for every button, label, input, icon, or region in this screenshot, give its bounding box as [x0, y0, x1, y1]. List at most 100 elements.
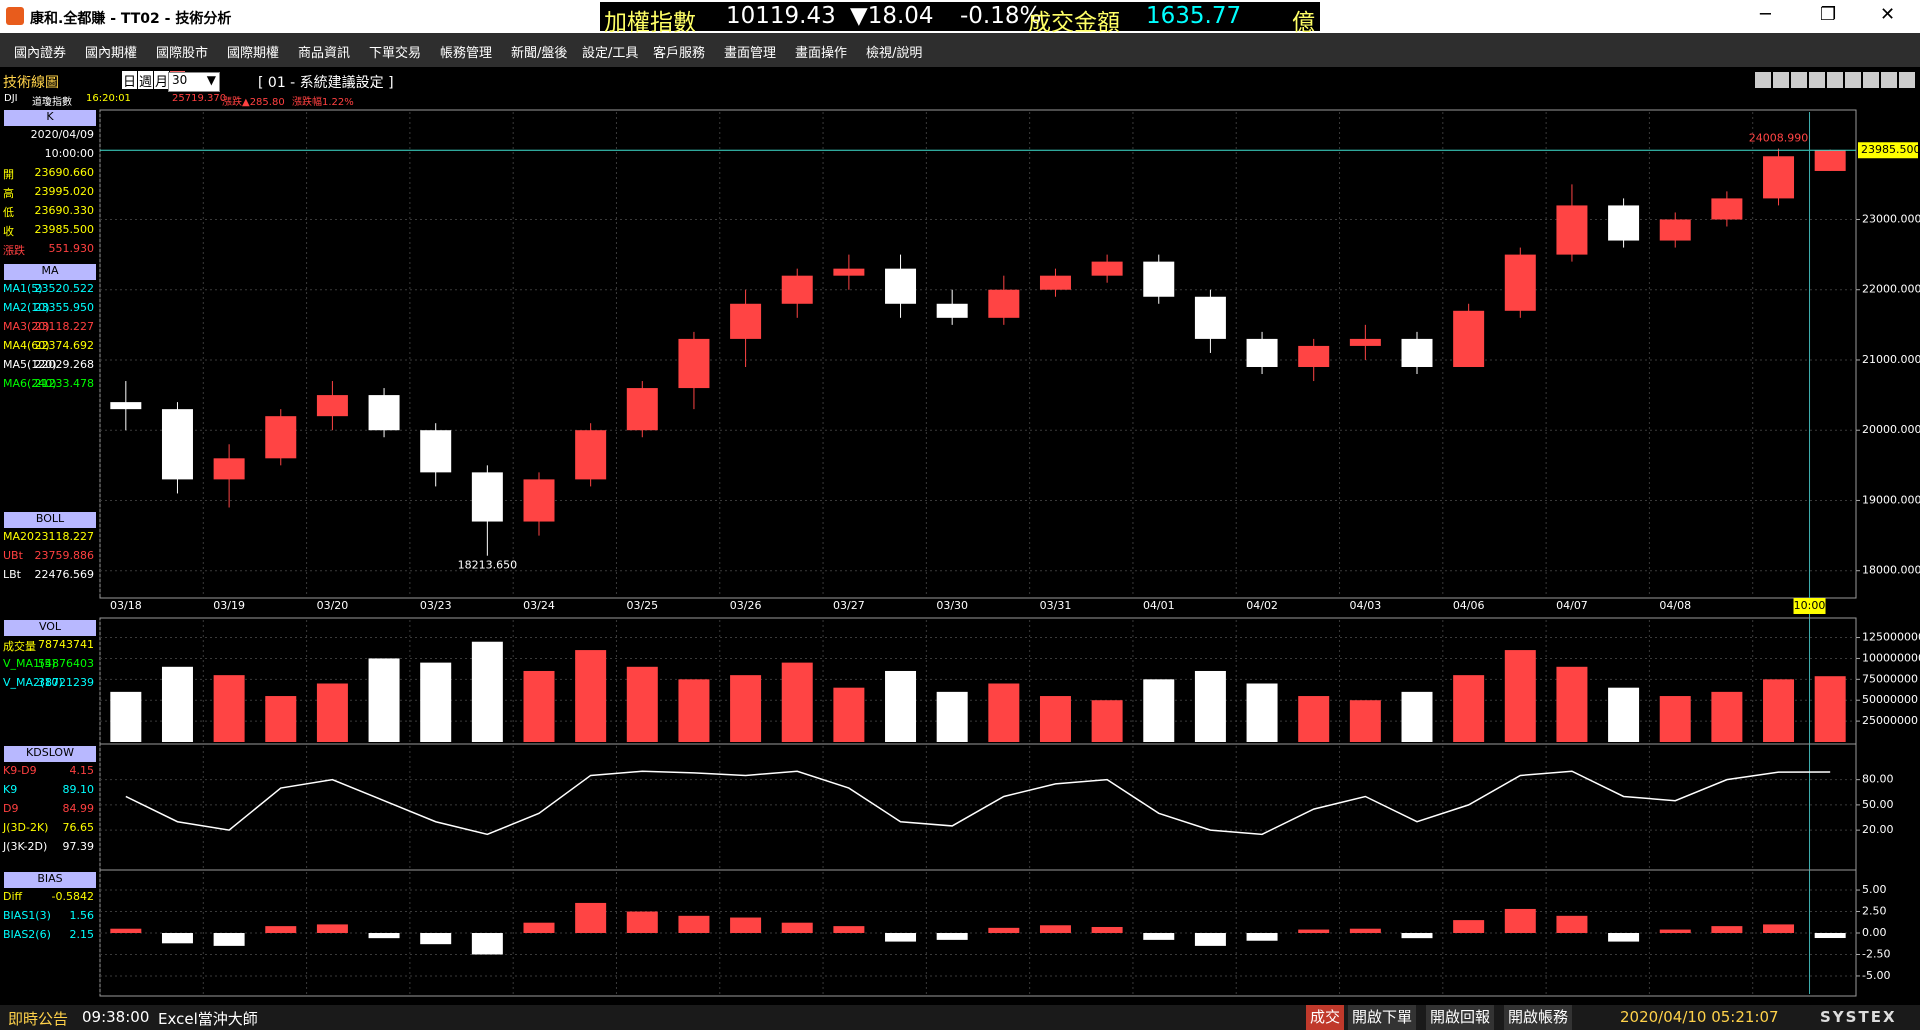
bar: [110, 928, 142, 933]
menu-item[interactable]: 畫面操作: [795, 46, 848, 61]
menu-item[interactable]: 商品資訊: [298, 46, 351, 61]
menu-item[interactable]: 檢視/說明: [866, 46, 923, 61]
candle-body: [1504, 254, 1536, 311]
info-label: MA4(60): [3, 339, 50, 352]
interval: 30: [172, 73, 188, 87]
bar: [1711, 926, 1743, 933]
x-tick-label: 04/03: [1350, 599, 1382, 612]
x-tick-label: 03/19: [213, 599, 245, 612]
menu-item[interactable]: 畫面管理: [724, 46, 777, 61]
info-value: 23520.522: [34, 282, 95, 295]
bar: [213, 933, 245, 946]
cursor-tag-label: 10:00: [1794, 599, 1826, 612]
info-label: BIAS1(3): [3, 909, 51, 922]
bar: [575, 650, 607, 742]
bar: [885, 670, 917, 742]
menu-item[interactable]: 帳務管理: [440, 46, 493, 61]
info-value: 84.99: [62, 802, 95, 815]
panel-name: 技術線圖: [3, 75, 59, 91]
symbol: DJI: [4, 93, 18, 104]
candle-body: [420, 430, 452, 473]
menu-item[interactable]: 國際期權: [227, 46, 280, 61]
menu-item[interactable]: 客戶服務: [653, 46, 706, 61]
bar: [316, 683, 348, 742]
notice-text[interactable]: Excel當沖大師: [158, 1010, 258, 1028]
bar: [1091, 700, 1123, 742]
y-tick-label: -5.00: [1862, 969, 1890, 982]
candle-body: [368, 395, 400, 431]
status-button[interactable]: 成交: [1306, 1005, 1345, 1030]
candle-body: [1401, 338, 1433, 367]
info-value: 78743741: [38, 638, 94, 651]
candle-body: [161, 409, 193, 480]
bar: [471, 933, 503, 955]
candle-body: [781, 275, 813, 304]
minimize[interactable]: ─: [1760, 4, 1771, 25]
y-tick-label: 125000000: [1862, 631, 1920, 644]
candle-body: [1194, 296, 1226, 339]
turnover-value: 1635.77: [1146, 3, 1242, 29]
y-tick-label: 50.00: [1862, 798, 1894, 811]
info-value: 23995.020: [34, 185, 95, 198]
info-value: -0.5842: [51, 890, 94, 903]
candle-body: [523, 479, 555, 522]
bar: [781, 922, 813, 933]
bar: [678, 915, 710, 933]
menu-item[interactable]: 下單交易: [369, 46, 422, 61]
bar: [988, 683, 1020, 742]
menu-item[interactable]: 國內期權: [85, 46, 138, 61]
y-tick-label: 50000000: [1862, 693, 1918, 706]
info-label: 高: [3, 187, 14, 200]
bar: [161, 933, 193, 944]
bar: [936, 691, 968, 742]
status-button[interactable]: 開啟下單: [1348, 1005, 1417, 1030]
notice[interactable]: 即時公告: [8, 1010, 69, 1028]
bar: [1401, 933, 1433, 939]
symbol-name: 道瓊指數: [32, 97, 72, 108]
app-icon: [6, 7, 24, 25]
bar: [1039, 696, 1071, 742]
candle-body: [213, 458, 245, 480]
price-tag-label: 23985.500: [1861, 143, 1920, 156]
y-tick-label: 19000.000: [1862, 493, 1920, 506]
bar: [626, 666, 658, 742]
menu-item[interactable]: 國內證券: [14, 46, 67, 61]
status-bar: 即時公告 09:38:00 Excel當沖大師 成交 開啟下單 開啟回報 開啟帳務 2…: [0, 1005, 1920, 1030]
status-button[interactable]: 開啟帳務: [1504, 1005, 1573, 1030]
period-button[interactable]: 月: [154, 71, 169, 90]
x-tick-label: 04/08: [1659, 599, 1691, 612]
maximize[interactable]: ❐: [1820, 4, 1837, 25]
bar: [1608, 687, 1640, 742]
bar: [730, 675, 762, 742]
bar: [1349, 700, 1381, 742]
x-tick-label: 03/27: [833, 599, 865, 612]
info-label: MA1(5): [3, 282, 43, 295]
app-title: 康和.全都賺 - TT02 - 技術分析: [30, 11, 232, 27]
info-value: 76.65: [62, 821, 95, 834]
chart-tools[interactable]: [1755, 72, 1917, 88]
close[interactable]: ✕: [1880, 4, 1896, 25]
section-header: VOL: [4, 620, 96, 636]
bar: [885, 933, 917, 942]
period-button[interactable]: 週: [138, 71, 153, 90]
title-bar: 康和.全都賺 - TT02 - 技術分析 加權指數 10119.43 ▼18.0…: [0, 0, 1920, 36]
info-label: K9-D9: [3, 764, 37, 777]
bar: [1453, 920, 1485, 933]
info-value: 38721239: [38, 676, 94, 689]
bar: [1608, 933, 1640, 942]
panel-frame: [99, 743, 1857, 871]
menu-item[interactable]: 國際股市: [156, 46, 209, 61]
quote-time: 16:20:01: [86, 93, 131, 104]
period-button[interactable]: 日: [122, 71, 137, 90]
menu-item[interactable]: 新聞/盤後: [511, 46, 568, 61]
interval-select[interactable]: 30 ▼: [168, 72, 220, 92]
menu-item[interactable]: 設定/工具: [582, 46, 639, 61]
info-value: 4.15: [69, 764, 95, 777]
info-label: 低: [3, 206, 14, 219]
candle-body: [575, 430, 607, 480]
setting[interactable]: [ 01 - 系統建議設定 ]: [258, 75, 394, 91]
candle-body: [1349, 338, 1381, 346]
info-label: 成交量: [3, 640, 36, 653]
status-button[interactable]: 開啟回報: [1426, 1005, 1495, 1030]
